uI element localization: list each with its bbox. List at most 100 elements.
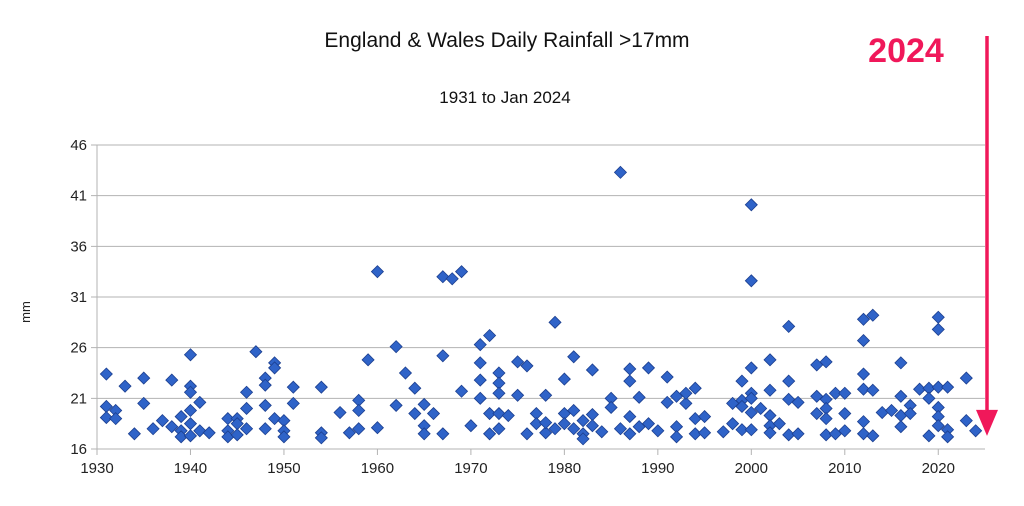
data-point-97	[548, 422, 562, 436]
data-point-184	[866, 429, 880, 443]
data-point-207	[959, 414, 973, 428]
chart-title: England & Wales Daily Rainfall >17mm	[324, 29, 689, 52]
data-point-21	[183, 429, 198, 443]
data-point-57	[370, 421, 384, 435]
data-point-60	[398, 366, 413, 380]
data-point-117	[623, 410, 637, 424]
data-point-66	[426, 406, 441, 421]
data-point-90	[520, 427, 534, 441]
data-point-7	[137, 371, 151, 385]
data-point-22	[193, 395, 207, 409]
data-point-130	[679, 386, 693, 400]
data-point-197	[931, 310, 945, 324]
y-tick-41: 41	[70, 188, 87, 205]
data-point-67	[436, 349, 450, 363]
data-point-41	[268, 412, 282, 426]
data-point-6	[127, 427, 141, 441]
data-point-158	[782, 374, 796, 388]
data-point-185	[875, 405, 889, 420]
data-point-157	[782, 319, 796, 333]
data-point-80	[483, 427, 497, 441]
data-point-101	[567, 350, 581, 364]
x-tick-1970: 1970	[454, 460, 487, 477]
data-point-100	[557, 417, 571, 431]
data-point-134	[698, 410, 712, 424]
data-point-37	[258, 398, 272, 412]
data-point-56	[370, 265, 384, 279]
data-point-59	[389, 398, 403, 412]
data-point-63	[417, 397, 431, 411]
data-point-206	[959, 371, 973, 385]
data-point-50	[333, 405, 347, 420]
data-point-18	[183, 385, 198, 399]
data-point-84	[492, 406, 506, 421]
x-tick-2000: 2000	[735, 460, 768, 477]
data-point-151	[763, 353, 777, 367]
data-point-2	[99, 411, 113, 425]
data-point-13	[174, 410, 188, 424]
data-point-32	[239, 422, 254, 436]
data-point-125	[660, 395, 674, 409]
data-point-34	[249, 345, 263, 359]
data-point-139	[735, 374, 749, 388]
y-tick-21: 21	[70, 390, 87, 407]
data-point-203	[941, 380, 955, 394]
data-point-68	[436, 427, 450, 441]
data-point-114	[613, 422, 628, 436]
data-point-187	[894, 356, 908, 370]
data-point-176	[856, 312, 871, 326]
data-point-104	[576, 414, 590, 428]
data-point-0	[99, 367, 113, 381]
data-point-179	[856, 382, 871, 396]
y-tick-31: 31	[70, 289, 87, 306]
data-point-93	[539, 426, 553, 440]
data-point-143	[744, 198, 758, 212]
data-point-71	[454, 265, 469, 279]
data-point-175	[838, 424, 852, 438]
y-tick-16: 16	[70, 441, 87, 458]
data-point-198	[931, 322, 945, 336]
data-point-78	[483, 328, 497, 343]
data-point-11	[165, 373, 179, 387]
data-point-162	[791, 427, 805, 441]
data-point-102	[567, 403, 581, 418]
data-point-40	[268, 361, 282, 375]
data-point-94	[539, 388, 553, 402]
data-point-178	[856, 367, 871, 381]
data-point-103	[567, 422, 581, 436]
data-point-112	[604, 400, 618, 415]
data-point-61	[408, 381, 422, 395]
data-point-123	[651, 424, 665, 438]
data-point-107	[585, 363, 599, 377]
data-point-149	[744, 423, 758, 437]
data-point-69	[436, 270, 450, 284]
data-point-10	[155, 414, 169, 428]
data-point-5	[118, 379, 132, 393]
data-point-156	[772, 417, 786, 431]
x-tick-1960: 1960	[361, 460, 394, 477]
data-point-122	[641, 417, 656, 431]
data-point-205	[941, 430, 955, 444]
data-point-173	[838, 386, 852, 400]
data-point-96	[548, 315, 562, 329]
x-tick-labels: 1930 1940 1950 1960 1970 1980 1990 2000 2010 2020	[80, 460, 955, 477]
data-point-135	[698, 426, 712, 440]
x-tick-1990: 1990	[641, 460, 674, 477]
data-point-174	[838, 406, 852, 421]
data-point-145	[744, 361, 758, 375]
data-point-73	[464, 419, 478, 433]
data-point-12	[165, 420, 179, 434]
data-point-23	[193, 424, 207, 438]
data-point-36	[258, 378, 272, 392]
data-point-195	[922, 391, 936, 405]
data-point-51	[342, 426, 356, 440]
data-point-192	[903, 406, 917, 421]
data-point-70	[445, 272, 459, 286]
data-point-49	[314, 431, 328, 445]
data-point-8	[137, 396, 151, 410]
data-point-46	[286, 396, 300, 410]
data-point-89	[520, 359, 534, 373]
data-point-177	[856, 334, 871, 348]
data-point-161	[791, 395, 805, 409]
data-point-16	[183, 348, 198, 362]
